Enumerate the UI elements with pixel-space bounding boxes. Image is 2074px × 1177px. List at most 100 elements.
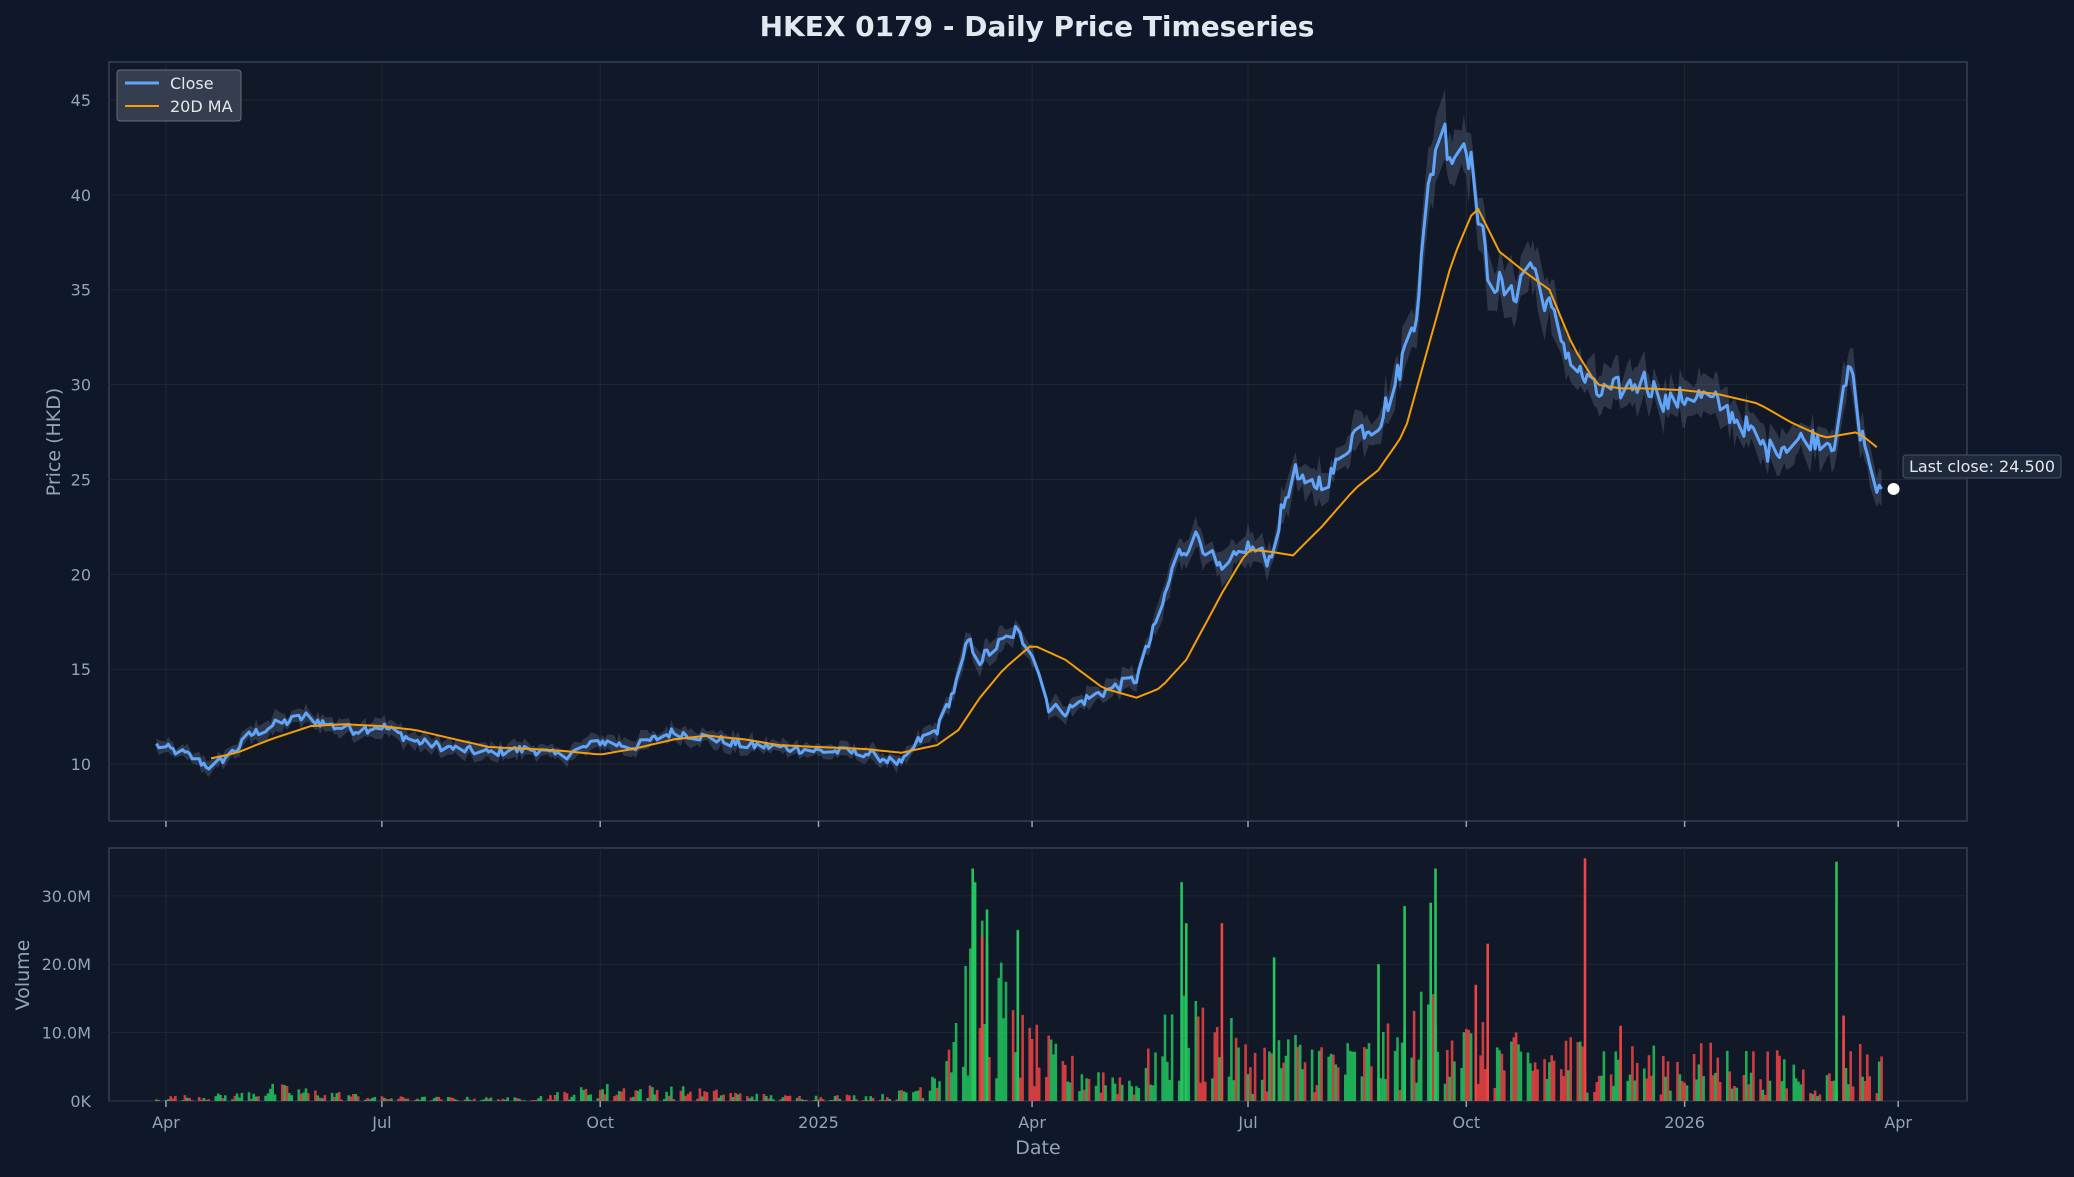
volume-bar <box>1130 1086 1133 1101</box>
volume-bar <box>1659 1094 1663 1101</box>
volume-bar <box>1733 1086 1736 1101</box>
volume-bar <box>321 1098 324 1101</box>
volume-bar <box>1353 1051 1357 1101</box>
volume-bar <box>1170 1014 1174 1101</box>
volume-bar <box>231 1099 234 1101</box>
volume-bar <box>1697 1064 1701 1101</box>
volume-bar <box>549 1095 552 1101</box>
volume-bar <box>1849 1051 1852 1101</box>
volume-bar <box>769 1095 773 1101</box>
volume-bar <box>532 1100 536 1101</box>
volume-bar <box>1747 1084 1750 1101</box>
volume-bar <box>1666 1061 1670 1101</box>
volume-bar <box>1559 1069 1563 1101</box>
volume-bar <box>1830 1081 1833 1101</box>
volume-bar <box>302 1092 305 1101</box>
x-tick-label: Oct <box>1452 1113 1480 1132</box>
volume-bar <box>803 1100 806 1101</box>
volume-bar <box>1742 1074 1746 1101</box>
volume-bar <box>501 1098 505 1101</box>
volume-bar <box>606 1084 609 1101</box>
volume-bar <box>430 1100 433 1101</box>
volume-bar <box>1052 1054 1055 1101</box>
volume-bar <box>1417 1059 1421 1101</box>
volume-bar <box>283 1085 286 1101</box>
volume-bar <box>1298 1044 1302 1101</box>
volume-bar <box>340 1099 343 1101</box>
volume-bar <box>1230 1018 1233 1101</box>
price-y-tick-label: 30 <box>71 376 91 395</box>
volume-y-tick-label: 10.0M <box>42 1024 91 1043</box>
volume-bar <box>1265 1091 1269 1101</box>
volume-bar <box>1811 1094 1815 1101</box>
volume-bar <box>420 1097 424 1101</box>
volume-bar <box>1543 1059 1546 1101</box>
volume-bar <box>705 1092 709 1101</box>
volume-bar <box>1645 1078 1648 1101</box>
volume-bar <box>954 1023 958 1101</box>
volume-bar <box>202 1097 206 1101</box>
volume-bar <box>798 1095 801 1101</box>
volume-bar <box>995 1078 998 1101</box>
volume-bar <box>164 1100 168 1101</box>
volume-bar <box>1500 1053 1504 1101</box>
volume-peak-bar <box>1474 984 1478 1101</box>
volume-bar <box>1759 1079 1762 1101</box>
volume-bar <box>1635 1063 1639 1101</box>
volume-bar <box>1467 1029 1470 1101</box>
volume-bar <box>779 1099 782 1101</box>
volume-bar <box>817 1099 820 1101</box>
volume-bar <box>1628 1074 1632 1101</box>
volume-bar <box>1752 1051 1755 1101</box>
price-y-tick-label: 20 <box>71 565 91 584</box>
volume-bar <box>1313 1092 1316 1101</box>
volume-bar <box>620 1091 623 1101</box>
volume-bar <box>556 1092 559 1101</box>
volume-bar <box>413 1099 417 1101</box>
volume-bar <box>264 1095 267 1101</box>
volume-bar <box>1785 1088 1788 1101</box>
volume-bar <box>318 1097 322 1101</box>
x-tick-label: Jul <box>371 1113 391 1132</box>
volume-bar <box>795 1098 799 1101</box>
volume-bar <box>190 1100 194 1101</box>
volume-bar <box>1545 1079 1549 1101</box>
volume-bar <box>731 1097 735 1101</box>
volume-bar <box>568 1099 571 1101</box>
volume-bar <box>672 1099 676 1101</box>
volume-bar <box>1054 1043 1058 1101</box>
volume-bar <box>665 1091 668 1101</box>
volume-bar <box>962 1066 965 1101</box>
price-y-tick-label: 40 <box>71 186 91 205</box>
volume-bar <box>1716 1057 1720 1101</box>
volume-bar <box>1626 1080 1629 1101</box>
volume-bar <box>1427 1004 1430 1101</box>
volume-bar <box>1512 1037 1516 1101</box>
volume-bar <box>401 1097 405 1101</box>
volume-bar <box>451 1097 455 1101</box>
volume-bar <box>1018 1077 1022 1101</box>
volume-bar <box>539 1096 543 1101</box>
volume-bar <box>1680 1081 1684 1101</box>
volume-bar <box>1294 1035 1297 1101</box>
volume-bar <box>157 1100 161 1101</box>
volume-bar <box>1128 1080 1131 1101</box>
volume-bar <box>1593 1092 1596 1101</box>
volume-bar <box>439 1099 443 1101</box>
volume-bar <box>947 1049 951 1101</box>
volume-bar <box>1453 1061 1456 1101</box>
volume-bar <box>1244 1044 1247 1101</box>
volume-bar <box>1061 1061 1065 1101</box>
volume-bar <box>1211 1078 1214 1101</box>
volume-bar <box>1443 1083 1447 1101</box>
volume-bar <box>551 1099 554 1101</box>
volume-bar <box>596 1098 600 1101</box>
volume-x-ticks: Apr Jul Oct 2025 Apr Jul Oct 2026 Apr <box>152 1101 1912 1132</box>
volume-bar <box>1201 1007 1205 1101</box>
volume-bar <box>1415 1082 1418 1101</box>
volume-bar <box>1367 1043 1371 1101</box>
x-axis-label: Date <box>1015 1137 1060 1159</box>
volume-peak-bar <box>1272 957 1276 1101</box>
volume-bar <box>1149 1084 1152 1101</box>
volume-bar <box>1476 1084 1480 1101</box>
